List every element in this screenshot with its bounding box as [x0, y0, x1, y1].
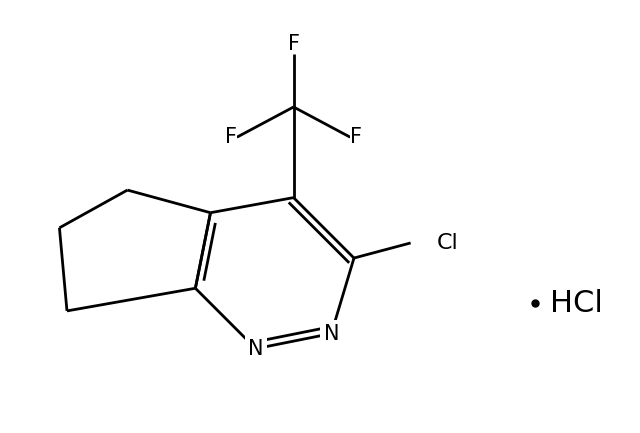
Text: N: N: [324, 323, 339, 343]
Text: HCl: HCl: [550, 289, 604, 318]
Text: F: F: [287, 34, 300, 54]
Text: F: F: [225, 127, 237, 147]
Text: N: N: [248, 339, 264, 359]
Text: Cl: Cl: [437, 233, 459, 253]
Text: F: F: [350, 127, 362, 147]
